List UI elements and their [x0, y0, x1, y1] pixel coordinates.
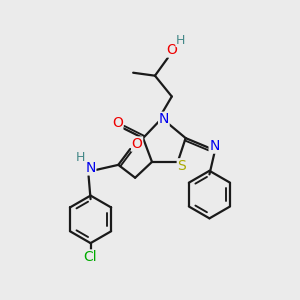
Text: Cl: Cl — [84, 250, 98, 264]
Text: S: S — [177, 159, 186, 173]
Text: H: H — [176, 34, 185, 46]
Text: O: O — [167, 43, 177, 57]
Text: H: H — [76, 152, 85, 164]
Text: N: N — [85, 161, 96, 175]
Text: N: N — [209, 139, 220, 153]
Text: N: N — [159, 112, 169, 126]
Text: O: O — [132, 137, 142, 151]
Text: O: O — [112, 116, 123, 130]
